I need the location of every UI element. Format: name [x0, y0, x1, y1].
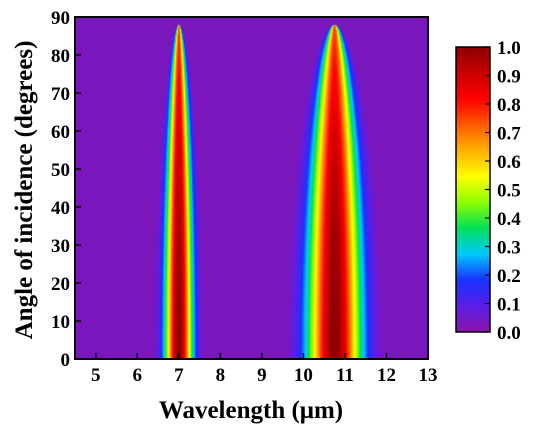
y-axis: 0 10 20 30 40 50 60 70 80 90 [51, 8, 81, 371]
y-tick-label: 40 [51, 198, 70, 219]
colorbar-tick-label: 0.6 [497, 152, 521, 173]
x-tick-label: 11 [336, 365, 354, 386]
colorbar-tick-label: 0.9 [497, 67, 521, 88]
x-tick-label: 5 [91, 365, 101, 386]
colorbar-tick-label: 0.4 [497, 209, 521, 230]
x-tick-label: 12 [377, 365, 396, 386]
x-tick-label: 6 [133, 365, 143, 386]
y-tick-label: 30 [51, 236, 70, 257]
y-tick-label: 20 [51, 274, 70, 295]
y-tick-label: 80 [51, 46, 70, 67]
colorbar-tick-label: 0.3 [497, 238, 521, 259]
colorbar-gradient [455, 46, 491, 333]
plot-area [74, 16, 429, 360]
y-tick-label: 10 [51, 312, 70, 333]
y-tick-label: 90 [51, 8, 70, 29]
colorbar-tick-label: 0.7 [497, 124, 521, 145]
x-tick-label: 9 [257, 365, 267, 386]
colorbar-tick-label: 0.5 [497, 181, 521, 202]
y-tick-label: 70 [51, 84, 70, 105]
colorbar-tick-label: 0.0 [497, 323, 521, 344]
colorbar-tick-label: 1.0 [497, 38, 521, 59]
colorbar: 0.0 0.1 0.2 0.3 0.4 0.5 0.6 0.7 0.8 0.9 1.0 [455, 38, 521, 344]
y-tick-label: 50 [51, 160, 70, 181]
x-tick-label: 8 [216, 365, 226, 386]
heatmap-image [75, 17, 428, 359]
x-axis-title: Wavelength (μm) [159, 397, 343, 424]
x-axis: 5 6 7 8 9 10 11 12 13 [91, 353, 438, 386]
x-tick-label: 10 [294, 365, 313, 386]
colorbar-tick-label: 0.8 [497, 95, 521, 116]
x-tick-label: 13 [419, 365, 438, 386]
colorbar-tick-label: 0.2 [497, 266, 521, 287]
y-axis-title: Angle of incidence (degrees) [11, 41, 38, 340]
x-tick-label: 7 [174, 365, 184, 386]
colorbar-tick-label: 0.1 [497, 295, 521, 316]
y-tick-label: 60 [51, 122, 70, 143]
colorbar-ticks: 0.0 0.1 0.2 0.3 0.4 0.5 0.6 0.7 0.8 0.9 1.0 [485, 38, 521, 344]
plot-frame [74, 16, 429, 360]
y-tick-label: 0 [61, 350, 71, 371]
